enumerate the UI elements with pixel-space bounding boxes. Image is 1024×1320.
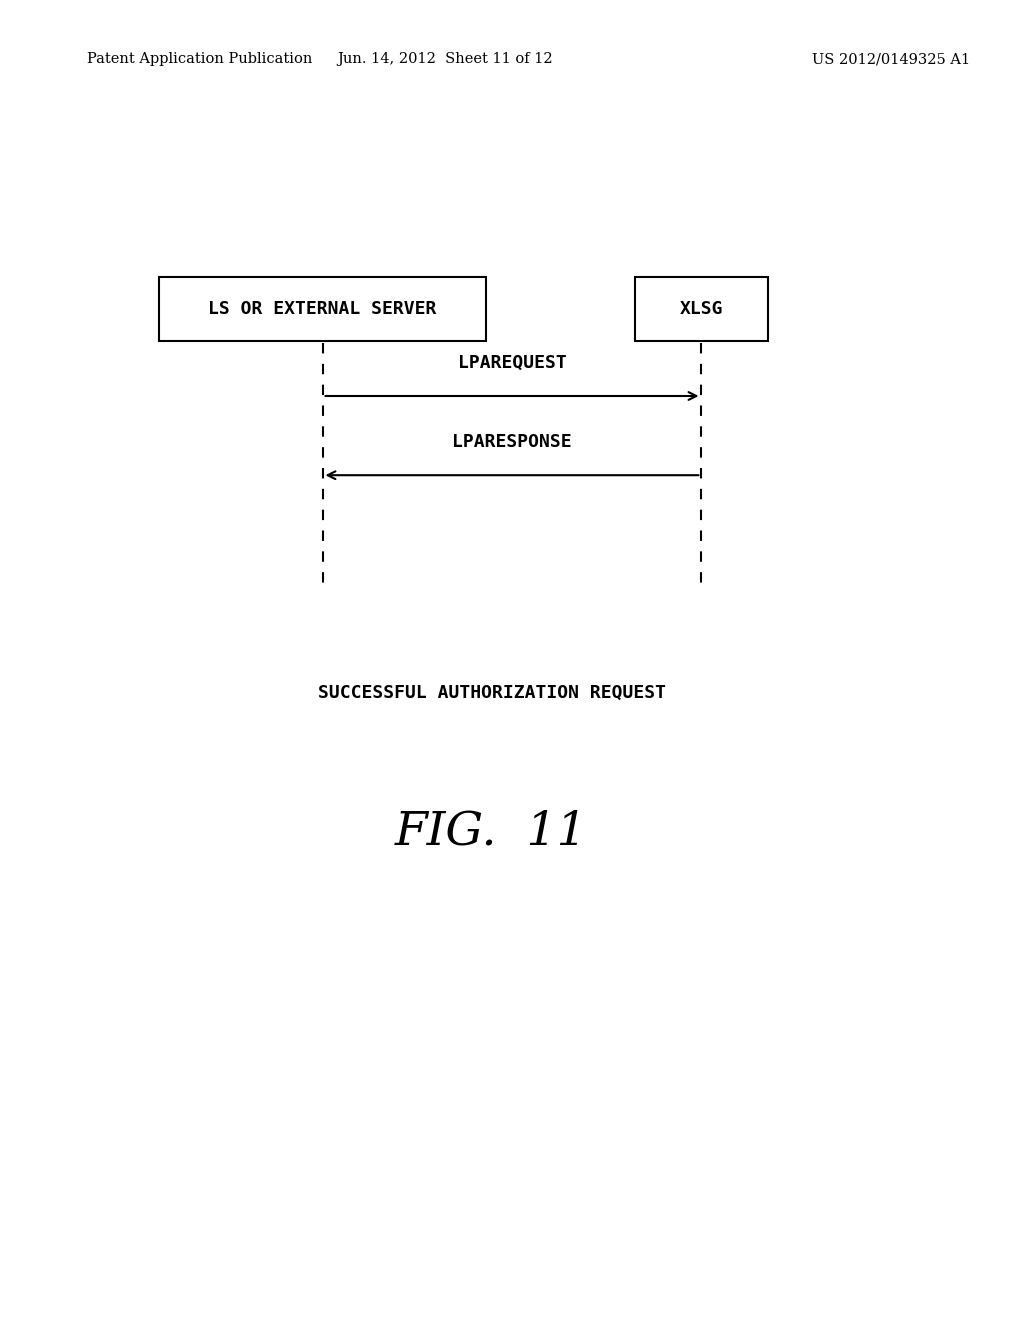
Text: SUCCESSFUL AUTHORIZATION REQUEST: SUCCESSFUL AUTHORIZATION REQUEST xyxy=(317,684,666,702)
Text: XLSG: XLSG xyxy=(680,300,723,318)
Text: US 2012/0149325 A1: US 2012/0149325 A1 xyxy=(812,53,970,66)
Text: Patent Application Publication: Patent Application Publication xyxy=(87,53,312,66)
Text: LPAREQUEST: LPAREQUEST xyxy=(458,354,566,372)
Text: LS OR EXTERNAL SERVER: LS OR EXTERNAL SERVER xyxy=(208,300,437,318)
Text: Jun. 14, 2012  Sheet 11 of 12: Jun. 14, 2012 Sheet 11 of 12 xyxy=(338,53,553,66)
Bar xyxy=(635,277,768,341)
Text: FIG.  11: FIG. 11 xyxy=(395,809,588,854)
Text: LPARESPONSE: LPARESPONSE xyxy=(453,433,571,451)
Bar xyxy=(159,277,486,341)
